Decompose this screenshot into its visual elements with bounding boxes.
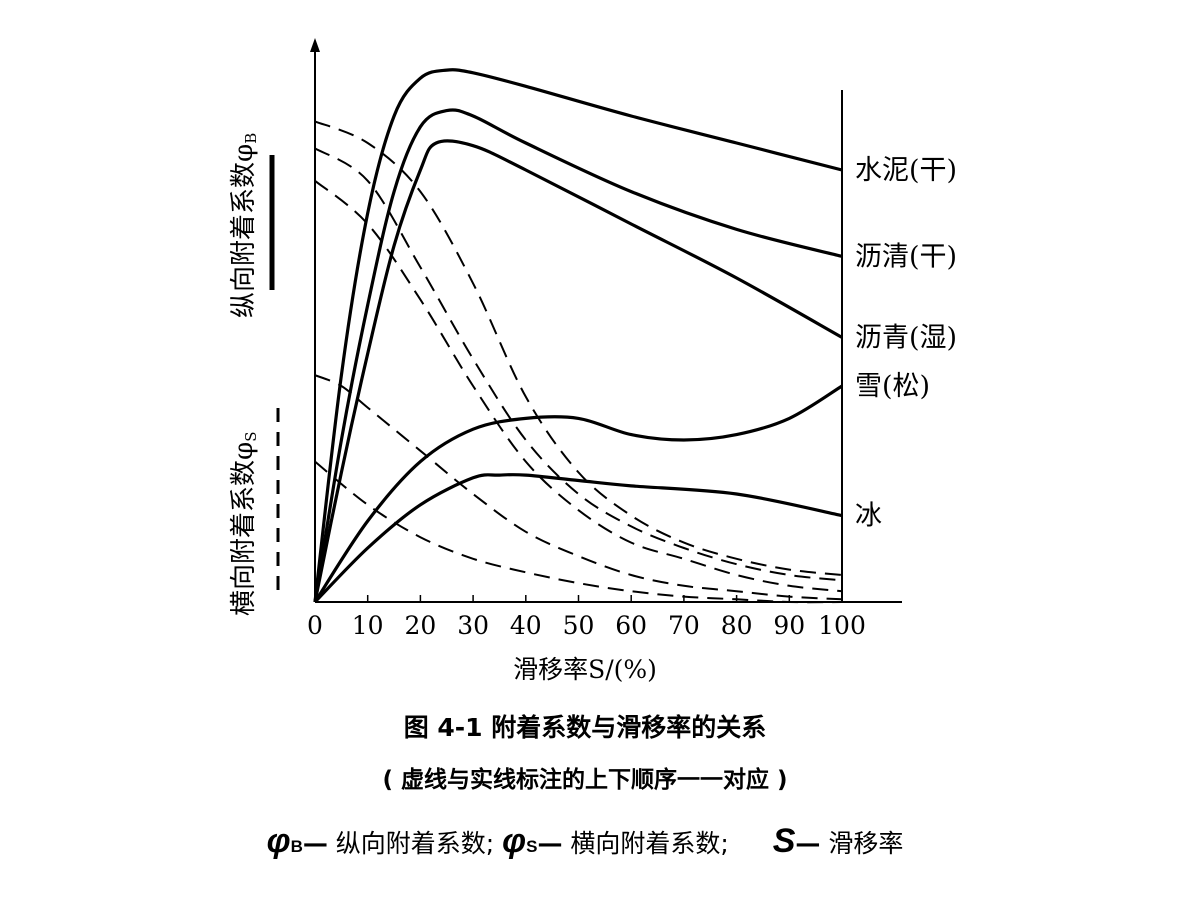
x-tick-label: 10 bbox=[352, 611, 384, 640]
lateral-dashed-curve-3 bbox=[314, 180, 843, 593]
legend-dash-2: — bbox=[537, 829, 563, 858]
series-group bbox=[313, 68, 843, 604]
longitudinal-solid-curve-1 bbox=[313, 68, 843, 603]
legend-phi-s-symbol: φ bbox=[502, 822, 527, 860]
lateral-dashed-curve-4 bbox=[314, 374, 843, 601]
x-tick-label: 30 bbox=[457, 611, 489, 640]
x-tick-label: 20 bbox=[404, 611, 436, 640]
legend-phi-b-symbol: φ bbox=[266, 822, 291, 860]
figure-caption: 图 4-1 附着系数与滑移率的关系 bbox=[403, 713, 767, 742]
longitudinal-solid-curve-2 bbox=[313, 108, 843, 603]
surface-label-5: 冰 bbox=[855, 501, 882, 532]
svg-text:横向附着系数φS: 横向附着系数φS bbox=[229, 432, 260, 617]
y-axis-label-lateral: 横向附着系数φS bbox=[229, 432, 260, 617]
x-tick-label: 40 bbox=[510, 611, 542, 640]
x-axis-label: 滑移率S/(%) bbox=[513, 655, 657, 684]
y-label-lateral-sub: S bbox=[242, 432, 260, 442]
x-tick-label: 80 bbox=[721, 611, 753, 640]
legend-s-symbol: S bbox=[772, 822, 796, 860]
svg-text:纵向附着系数φB: 纵向附着系数φB bbox=[229, 133, 260, 318]
longitudinal-solid-curve-5 bbox=[313, 472, 843, 604]
longitudinal-solid-curve-3 bbox=[313, 139, 843, 603]
y-label-longitudinal-text: 纵向附着系数φ bbox=[229, 144, 259, 318]
surface-label-3: 沥青(湿) bbox=[855, 322, 957, 353]
surface-label-1: 水泥(干) bbox=[855, 155, 957, 186]
surface-labels: 水泥(干) 沥清(干) 沥青(湿) 雪(松) 冰 bbox=[855, 155, 957, 532]
y-axis-label-longitudinal: 纵向附着系数φB bbox=[229, 133, 260, 318]
longitudinal-solid-curve-4 bbox=[313, 384, 843, 603]
x-tick-label: 100 bbox=[818, 611, 866, 640]
x-ticks: 0 10 20 30 40 50 60 70 80 90 100 bbox=[307, 595, 866, 640]
axes bbox=[310, 38, 902, 603]
y-label-longitudinal-sub: B bbox=[242, 133, 260, 144]
lateral-dashed-curve-1 bbox=[314, 120, 843, 576]
lateral-dashed-curve-2 bbox=[314, 147, 843, 582]
x-tick-label: 50 bbox=[563, 611, 595, 640]
legend-phi-b-sub: B bbox=[290, 837, 303, 856]
y-axis-arrow bbox=[310, 38, 320, 52]
legend-dash-3: — bbox=[795, 829, 821, 858]
legend-dash-1: — bbox=[302, 829, 328, 858]
surface-label-2: 沥清(干) bbox=[855, 241, 957, 272]
x-tick-label: 60 bbox=[615, 611, 647, 640]
x-tick-label: 70 bbox=[668, 611, 700, 640]
y-label-lateral-text: 横向附着系数φ bbox=[229, 442, 259, 616]
symbol-legend: φB— 纵向附着系数; φS— 横向附着系数; S— 滑移率 bbox=[0, 822, 1170, 861]
lateral-dashed-curve-5 bbox=[314, 460, 843, 604]
surface-label-4: 雪(松) bbox=[855, 371, 930, 402]
figure-note: ( 虚线与实线标注的上下顺序一一对应 ) bbox=[382, 767, 788, 793]
x-tick-label: 90 bbox=[773, 611, 805, 640]
legend-phi-s-desc: 横向附着系数; bbox=[562, 829, 729, 858]
legend-phi-s-sub: S bbox=[526, 837, 538, 856]
x-tick-label: 0 bbox=[307, 611, 323, 640]
legend-s-desc: 滑移率 bbox=[820, 829, 904, 858]
chart: 0 10 20 30 40 50 60 70 80 90 100 水泥(干) 沥清(干) 沥青(湿) 雪(… bbox=[229, 38, 957, 684]
legend-phi-b-desc: 纵向附着系数; bbox=[327, 829, 495, 858]
